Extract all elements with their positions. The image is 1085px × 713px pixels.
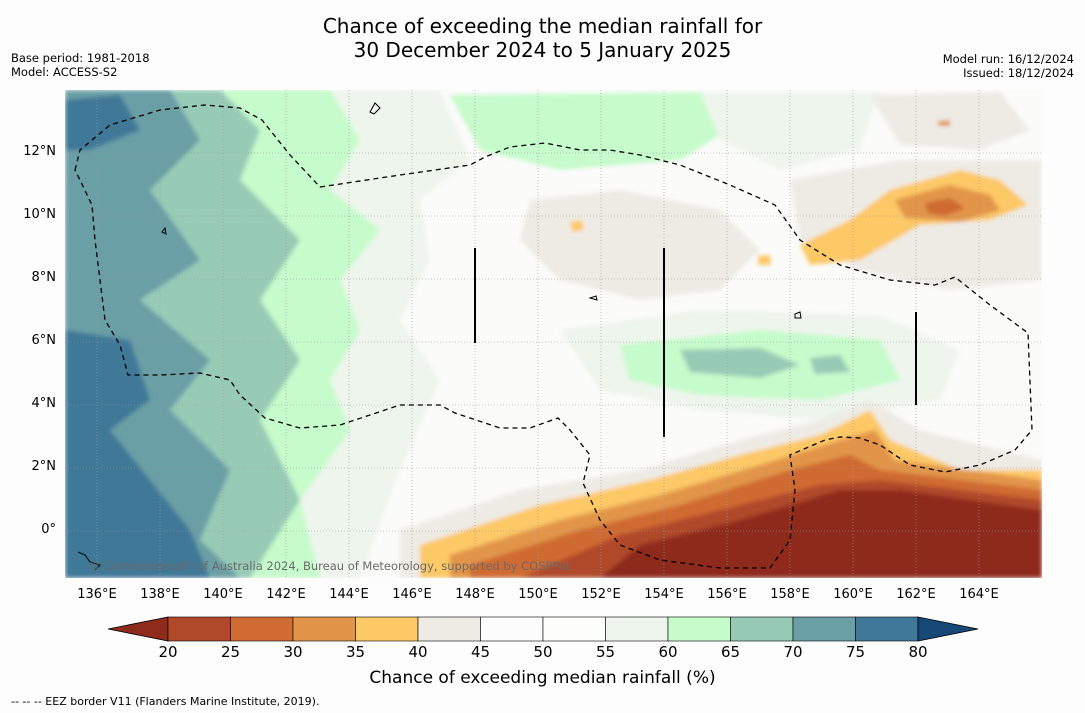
colorbar-tick-label: 50 (533, 643, 553, 661)
colorbar-bin (480, 616, 544, 642)
colorbar-bin (542, 616, 606, 642)
longitude-label: 136°E (77, 587, 117, 602)
title-line-2: 30 December 2024 to 5 January 2025 (353, 38, 732, 62)
boundary-ticks (474, 248, 917, 437)
region-west-80b (65, 95, 140, 150)
colorbar-tick-label: 25 (220, 643, 241, 661)
colorbar-tick-label: 30 (283, 643, 303, 661)
region-central-70b (810, 355, 850, 374)
longitude-label: 154°E (644, 587, 684, 602)
longitude-label: 148°E (455, 587, 495, 602)
colorbar-tick-label: 70 (783, 643, 803, 661)
colorbar-bin (730, 616, 794, 642)
latitude-label: 2°N (31, 459, 57, 474)
latitude-label: 8°N (31, 270, 57, 285)
colorbar-tick-label: 55 (595, 643, 616, 661)
longitude-label: 162°E (896, 587, 936, 602)
longitude-label: 144°E (329, 587, 369, 602)
colorbar-tick-label: 75 (845, 643, 866, 661)
colorbar-extend-high (917, 616, 979, 642)
colorbar-bin (355, 616, 419, 642)
colorbar-bin (792, 616, 856, 642)
region-north-60 (700, 92, 880, 170)
region-tan-north (520, 190, 760, 300)
spot-b (758, 255, 771, 265)
spot-a (570, 220, 584, 232)
latitude-label: 10°N (23, 207, 56, 222)
latitude-label: 12°N (23, 144, 56, 159)
region-ne-30 (925, 198, 965, 216)
eez-footnote: -- -- -- EEZ border V11 (Flanders Marine… (11, 695, 320, 708)
eez-border (74, 104, 1033, 569)
longitude-label: 152°E (581, 587, 621, 602)
longitude-label: 160°E (833, 587, 873, 602)
model-run: Model run: 16/12/2024 (942, 52, 1074, 66)
longitude-label: 164°E (959, 587, 999, 602)
colorbar-bin (230, 616, 294, 642)
longitude-label: 156°E (707, 587, 747, 602)
colorbar-bin (605, 616, 669, 642)
islands (77, 102, 802, 571)
map-field (65, 90, 1042, 578)
longitude-label: 142°E (266, 587, 306, 602)
longitude-label: 140°E (203, 587, 243, 602)
longitude-label: 138°E (140, 587, 180, 602)
colorbar-tick-label: 80 (908, 643, 928, 661)
longitude-label: 146°E (392, 587, 432, 602)
colorbar-tick-label: 60 (658, 643, 678, 661)
colorbar-tick-label: 65 (720, 643, 741, 661)
latitude-label: 6°N (31, 333, 57, 348)
colorbar-bin (417, 616, 481, 642)
region-west-65b (450, 92, 760, 170)
colorbar-bin (292, 616, 356, 642)
colorbar-bin (667, 616, 731, 642)
chart-title: Chance of exceeding the median rainfall … (0, 14, 1085, 62)
colorbar-tick-label: 40 (408, 643, 428, 661)
colorbar-tick-label: 35 (345, 643, 366, 661)
colorbar-tick-label: 45 (470, 643, 491, 661)
model-name: Model: ACCESS-S2 (11, 65, 118, 79)
copyright-notice: © Commonwealth of Australia 2024, Bureau… (88, 559, 573, 573)
latitude-label: 4°N (31, 396, 57, 411)
colorbar-bin (855, 616, 919, 642)
colorbar-tick-label: 20 (158, 643, 178, 661)
longitude-label: 158°E (770, 587, 810, 602)
base-period: Base period: 1981-2018 (11, 51, 150, 65)
meta-left: Base period: 1981-2018 Model: ACCESS-S2 (11, 51, 150, 79)
colorbar-extend-low (107, 616, 169, 642)
colorbar (107, 616, 979, 642)
meta-right: Model run: 16/12/2024 Issued: 18/12/2024 (943, 52, 1074, 80)
region-west-80 (65, 330, 210, 578)
region-central-70 (680, 348, 800, 378)
region-south-20 (600, 490, 1042, 578)
colorbar-bin (167, 616, 231, 642)
longitude-label: 150°E (518, 587, 558, 602)
colorbar-title: Chance of exceeding median rainfall (%) (369, 668, 716, 688)
latitude-label: 0° (41, 522, 56, 537)
issued-date: Issued: 18/12/2024 (963, 66, 1074, 80)
spot-c (938, 120, 950, 126)
title-line-1: Chance of exceeding the median rainfall … (322, 14, 763, 38)
